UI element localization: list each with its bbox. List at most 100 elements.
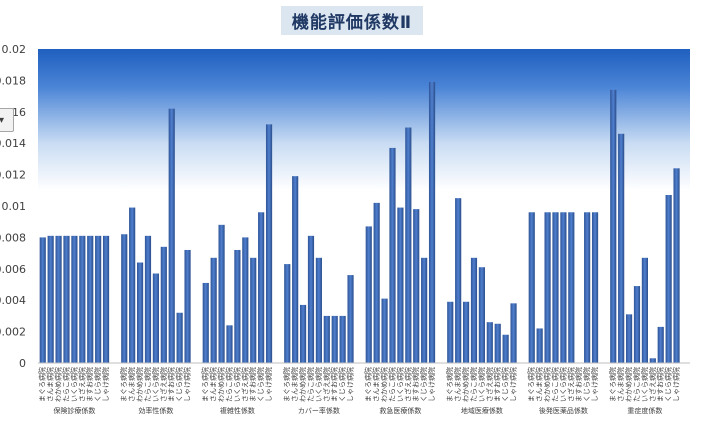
category-label: たらこ病院: [550, 367, 559, 402]
bar: [47, 235, 54, 363]
bar: [39, 237, 46, 363]
bar: [413, 209, 420, 363]
category-label: いくら病院: [558, 367, 567, 402]
category-label: さんま病院: [535, 367, 544, 402]
category-label: さんま病院: [46, 367, 55, 402]
bar: [536, 328, 543, 363]
bar: [95, 235, 102, 363]
category-label: さんま病院: [453, 367, 462, 402]
category-label: さざえ病院: [648, 367, 657, 402]
bar: [470, 257, 478, 363]
bar: [250, 257, 257, 363]
category-label: まぐろ病院: [445, 367, 454, 402]
bar: [347, 275, 354, 363]
category-label: さんま病院: [372, 367, 381, 402]
bar: [397, 207, 404, 363]
category-label: さざえ病院: [322, 367, 331, 402]
y-tick-label: 0.006: [0, 263, 26, 276]
category-label: たらこ病院: [632, 367, 641, 402]
group-label: 重症度係数: [627, 406, 662, 415]
bar: [129, 207, 136, 363]
category-label: ますお病院: [411, 367, 420, 402]
category-label: さざえ病院: [240, 367, 249, 402]
category-label: いくら病院: [314, 367, 323, 402]
group-label: 救急医療係数: [379, 406, 421, 415]
bar: [389, 147, 396, 363]
y-tick-label: 0.014: [0, 137, 26, 150]
category-label: さざえ病院: [403, 367, 412, 402]
bar: [584, 212, 591, 363]
y-tick-label: 0.018: [0, 74, 26, 87]
y-tick-label: 0.002: [0, 326, 26, 339]
category-label: いくら病院: [477, 367, 486, 402]
category-label: まぐろ病院: [364, 367, 373, 402]
category-label: わかめ病院: [54, 367, 63, 402]
bar: [510, 303, 517, 363]
group-label: カバー率係数: [298, 406, 340, 415]
category-label: ますお病院: [248, 367, 257, 402]
bar: [331, 315, 338, 363]
bar: [55, 235, 62, 363]
y-tick-label: 0.02: [2, 43, 27, 56]
category-label: くじら病院: [175, 367, 184, 402]
category-label: ますお病院: [574, 367, 583, 402]
bar: [657, 326, 664, 363]
bar: [226, 325, 233, 363]
category-label: さんま病院: [127, 367, 136, 402]
bar: [610, 89, 617, 363]
bar: [625, 314, 633, 363]
category-label: ますお病院: [330, 367, 339, 402]
bar: [152, 273, 159, 363]
category-label: さんま病院: [290, 367, 299, 402]
category-label: たらこ病院: [469, 367, 478, 402]
category-label: いくら病院: [69, 367, 78, 402]
bar: [494, 323, 501, 363]
category-label: しゃけ病院: [101, 367, 110, 402]
bar: [102, 235, 110, 363]
category-label: ますお病院: [85, 367, 94, 402]
category-label: さんま病院: [209, 367, 218, 402]
bar: [168, 108, 175, 363]
category-label: たらこ病院: [61, 367, 70, 402]
bar: [528, 212, 535, 363]
category-label: いくら病院: [395, 367, 404, 402]
category-label: しゃけ病院: [183, 367, 192, 402]
bar: [381, 298, 388, 363]
bar: [176, 312, 183, 363]
category-label: くじら病院: [256, 367, 265, 402]
bar: [486, 322, 493, 363]
category-label: わかめ病院: [461, 367, 470, 402]
bar: [365, 226, 372, 363]
y-axis: 00.0020.0040.0060.0080.010.0120.0140.016…: [0, 43, 26, 370]
category-label: さざえ病院: [566, 367, 575, 402]
category-label: まぐろ病院: [38, 367, 47, 402]
category-label: まぐろ病院: [608, 367, 617, 402]
category-label: くじら病院: [419, 367, 428, 402]
category-label: たらこ病院: [306, 367, 315, 402]
group-label: 効率性係数: [138, 406, 173, 415]
bar: [210, 257, 217, 363]
category-label: いくら病院: [151, 367, 160, 402]
filter-dropdown-button[interactable]: ▾: [0, 108, 14, 132]
category-label: さざえ病院: [485, 367, 494, 402]
bar: [455, 198, 462, 363]
bar: [339, 315, 346, 363]
bar: [560, 212, 567, 363]
y-tick-label: 0.01: [2, 200, 27, 213]
category-label: ますお病院: [167, 367, 176, 402]
bar: [323, 315, 330, 363]
bar: [478, 267, 485, 363]
group-label: 保険診療係数: [53, 406, 95, 415]
bar: [665, 195, 672, 363]
category-label: わかめ病院: [380, 367, 389, 402]
group-label: 後発医薬品係数: [539, 406, 588, 415]
bar: [591, 212, 599, 363]
category-label: しゃけ病院: [672, 367, 681, 402]
bars: [39, 81, 680, 363]
bar: [544, 212, 551, 363]
y-tick-label: 0: [19, 357, 26, 370]
bar: [258, 212, 265, 363]
bar: [284, 264, 291, 363]
category-label: しゃけ病院: [509, 367, 518, 402]
